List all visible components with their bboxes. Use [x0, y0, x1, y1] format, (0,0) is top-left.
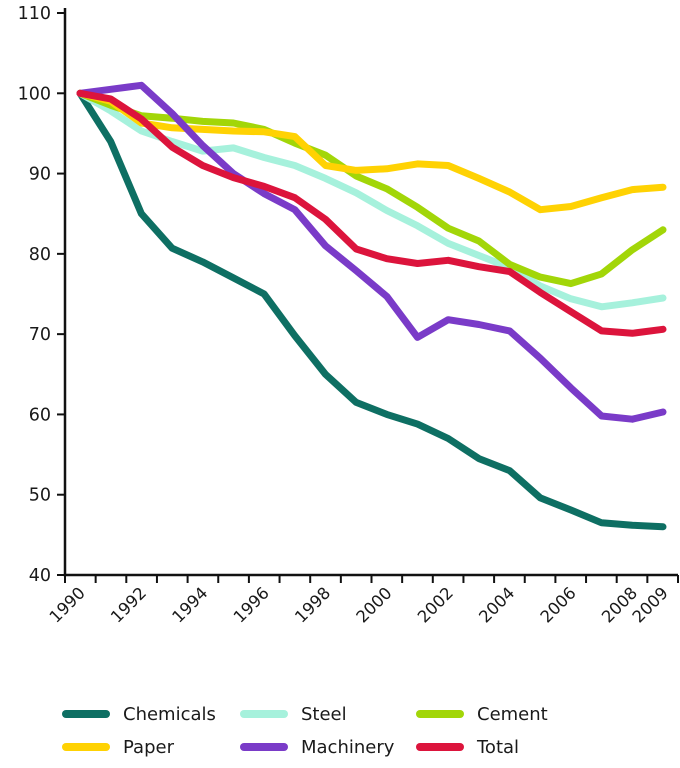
legend-label: Cement — [477, 703, 548, 725]
y-axis-tick-label: 110 — [18, 4, 51, 24]
series-line-machinery — [76, 81, 667, 423]
legend-label: Chemicals — [123, 703, 216, 725]
legend-swatch-chemicals — [62, 710, 110, 718]
legend-label: Machinery — [301, 736, 395, 758]
y-axis-tick-label: 40 — [29, 566, 51, 586]
x-axis-tick-label: 2000 — [353, 583, 396, 626]
x-axis-tick-label: 1994 — [168, 583, 211, 626]
legend-item-total: Total — [416, 736, 548, 758]
legend-swatch-steel — [240, 710, 288, 718]
legend-swatch-machinery — [240, 743, 288, 751]
legend-swatch-total — [416, 743, 464, 751]
x-axis-tick-label: 1998 — [291, 583, 334, 626]
legend-swatch-paper — [62, 743, 110, 751]
series-line-paper — [76, 89, 667, 214]
series-line-steel — [76, 89, 667, 311]
legend-item-chemicals: Chemicals — [62, 703, 240, 725]
legend-label: Steel — [301, 703, 347, 725]
legend-label: Paper — [123, 736, 174, 758]
legend-item-cement: Cement — [416, 703, 548, 725]
legend-item-paper: Paper — [62, 736, 240, 758]
x-axis-tick-label: 1996 — [230, 583, 273, 626]
legend-item-steel: Steel — [240, 703, 416, 725]
y-axis-tick-label: 70 — [29, 325, 51, 345]
legend-label: Total — [477, 736, 520, 758]
y-axis-tick-label: 100 — [18, 84, 51, 104]
y-axis-tick-label: 90 — [29, 165, 51, 185]
legend-swatch-cement — [416, 710, 464, 718]
chart-legend: Chemicals Steel Cement Paper Machinery Total — [62, 703, 548, 758]
x-axis-tick-label: 2009 — [629, 583, 672, 626]
x-axis-tick-label: 2002 — [414, 583, 457, 626]
series-line-total — [76, 89, 667, 337]
x-axis-tick-label: 1990 — [46, 583, 89, 626]
y-axis-tick-label: 80 — [29, 245, 51, 265]
line-chart-canvas: 40 50 60 70 80 90 100 110 1990 1992 1994 1996 1998 20… — [18, 4, 679, 627]
x-axis-tick-label: 1992 — [107, 583, 150, 626]
series-line-chemicals — [76, 89, 667, 531]
x-axis-tick-label: 2004 — [475, 583, 518, 626]
y-axis-tick-label: 50 — [29, 486, 51, 506]
legend-item-machinery: Machinery — [240, 736, 416, 758]
x-axis-tick-label: 2006 — [537, 583, 580, 626]
y-axis-tick-label: 60 — [29, 405, 51, 425]
